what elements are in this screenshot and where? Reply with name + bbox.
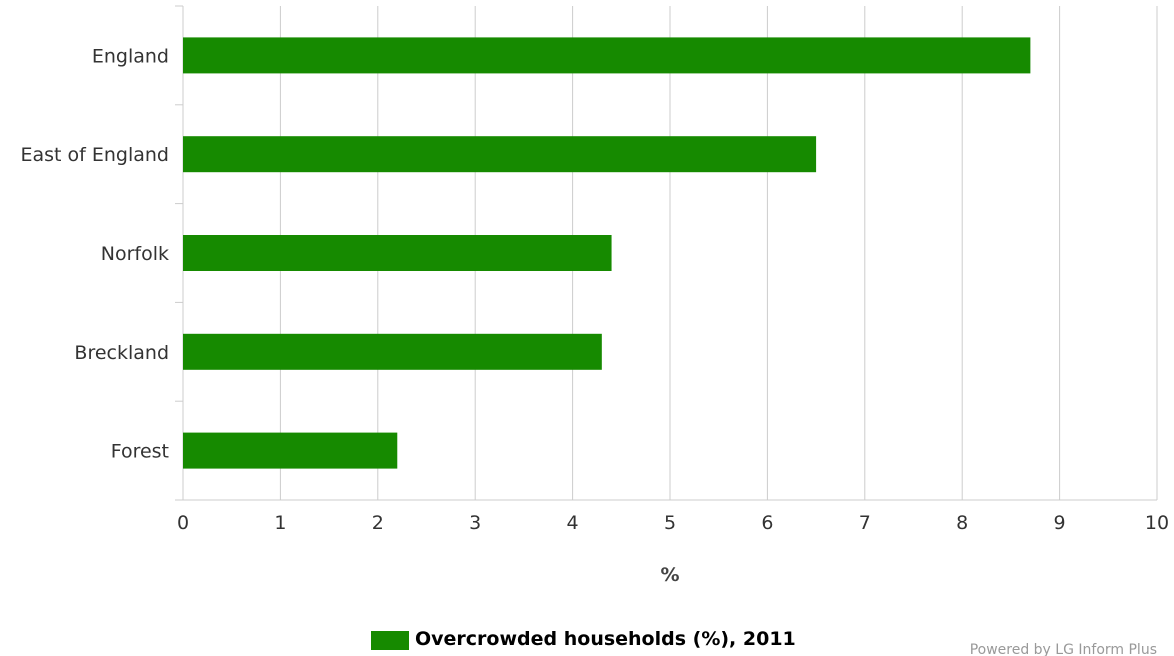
gridlines — [279, 6, 1158, 500]
legend[interactable]: Overcrowded households (%), 2011 — [371, 628, 796, 650]
x-tick-label: 6 — [761, 512, 773, 534]
bar[interactable] — [183, 333, 602, 370]
x-tick-label: 0 — [177, 512, 189, 534]
x-tick-label: 2 — [372, 512, 384, 534]
credit-text[interactable]: Powered by LG Inform Plus — [970, 642, 1157, 656]
legend-label[interactable]: Overcrowded households (%), 2011 — [415, 628, 796, 650]
x-axis-title: % — [660, 564, 679, 586]
bars — [183, 37, 1031, 469]
category-label: Breckland — [74, 342, 169, 364]
x-tick-label: 5 — [664, 512, 676, 534]
category-label: Norfolk — [101, 243, 169, 265]
x-tick-labels: 0 1 2 3 4 5 6 7 8 9 10 — [177, 512, 1169, 534]
x-tick-label: 3 — [469, 512, 481, 534]
bar[interactable] — [183, 136, 817, 173]
category-label: East of England — [20, 144, 169, 166]
category-label: England — [92, 45, 169, 67]
category-labels: England East of England Norfolk Breckland Fo… — [20, 45, 169, 462]
bar[interactable] — [183, 235, 612, 271]
bar[interactable] — [183, 432, 398, 469]
x-tick-label: 4 — [567, 512, 579, 534]
x-tick-label: 9 — [1054, 512, 1066, 534]
x-tick-label: 1 — [274, 512, 286, 534]
bar[interactable] — [183, 37, 1031, 74]
x-tick-label: 7 — [859, 512, 871, 534]
x-tick-label: 10 — [1145, 512, 1169, 534]
x-tick-label: 8 — [956, 512, 968, 534]
legend-swatch — [371, 631, 409, 650]
category-label: Forest — [111, 441, 169, 463]
